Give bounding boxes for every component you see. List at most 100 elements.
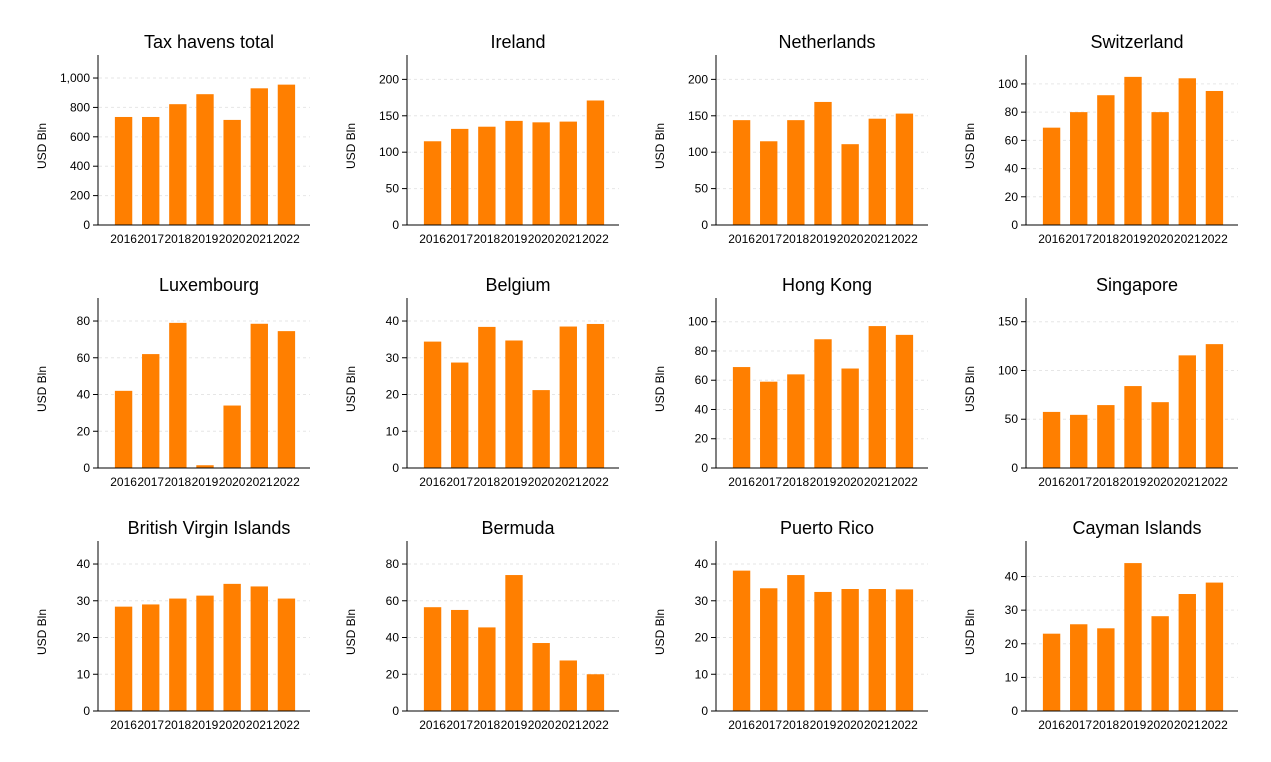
bar [1070,414,1088,468]
bar [114,390,133,468]
x-tick-label: 2019 [501,718,528,732]
x-tick-label: 2020 [837,718,864,732]
x-tick-label: 2016 [728,718,755,732]
y-tick-label: 100 [688,315,708,329]
bar [478,326,496,468]
x-tick-label: 2020 [528,718,555,732]
y-tick-label: 200 [379,72,399,86]
bar [1070,112,1088,225]
bar [732,120,751,225]
chart-title: Bermuda [481,518,555,538]
x-tick-label: 2018 [165,232,192,246]
x-tick-label: 2016 [110,475,137,489]
bar [250,88,268,225]
x-tick-label: 2016 [110,718,137,732]
chart-svg: Hong Kong USD Bln 2016 2017 2018 2019 2020 2021… [653,275,928,489]
y-tick-label: 50 [695,182,709,196]
chart-panel: Cayman Islands USD Bln 2016 2017 2018 2019 202… [928,511,1238,756]
x-tick-label: 2022 [582,475,609,489]
y-axis-label: USD Bln [35,123,49,169]
x-tick-label: 2020 [219,475,246,489]
x-tick-label: 2016 [1038,718,1065,732]
x-tick-label: 2021 [1174,475,1201,489]
bar [1124,386,1142,468]
bar [505,575,523,711]
x-tick-label: 2017 [137,718,164,732]
y-tick-label: 40 [386,314,400,328]
y-tick-label: 0 [392,704,399,718]
x-tick-label: 2019 [192,475,219,489]
y-axis-label: USD Bln [35,366,49,412]
bar [841,368,859,468]
x-tick-label: 2021 [864,232,891,246]
y-tick-label: 60 [77,351,91,365]
bar [760,381,778,468]
bar [895,334,914,468]
chart-title: British Virgin Islands [128,518,291,538]
x-tick-label: 2021 [1174,718,1201,732]
x-tick-label: 2020 [1147,232,1174,246]
x-tick-label: 2021 [246,232,273,246]
bar [277,84,296,225]
y-axis-label: USD Bln [963,366,977,412]
y-axis-label: USD Bln [344,123,358,169]
x-tick-label: 2018 [474,718,501,732]
y-tick-label: 100 [998,77,1018,91]
x-tick-label: 2020 [1147,475,1174,489]
bar [814,591,832,711]
y-tick-label: 0 [701,218,708,232]
y-tick-label: 80 [695,344,709,358]
x-tick-label: 2018 [474,232,501,246]
chart-panel: Belgium USD Bln 2016 2017 2018 2019 2020 2021 20… [309,268,619,513]
y-tick-label: 20 [77,424,91,438]
bar [1205,582,1224,711]
x-tick-label: 2021 [864,475,891,489]
y-axis-label: USD Bln [344,366,358,412]
y-tick-label: 40 [695,402,709,416]
x-tick-label: 2017 [1065,232,1092,246]
bar [1178,78,1196,226]
bar [277,331,296,468]
x-tick-label: 2019 [1120,232,1147,246]
x-tick-label: 2018 [783,475,810,489]
x-tick-label: 2017 [137,475,164,489]
x-tick-label: 2018 [474,475,501,489]
x-tick-label: 2021 [246,718,273,732]
bar [868,118,886,225]
x-tick-label: 2016 [419,718,446,732]
bar [196,595,214,711]
y-tick-label: 1,000 [60,71,90,85]
y-tick-label: 50 [386,182,400,196]
bar [1042,127,1061,225]
chart-svg: Singapore USD Bln 2016 2017 2018 2019 2020 2021… [963,275,1238,489]
x-tick-label: 2019 [810,718,837,732]
y-tick-label: 20 [77,631,91,645]
bar [423,141,442,225]
y-tick-label: 20 [386,388,400,402]
bar [532,122,550,225]
bar [250,323,268,468]
bar [760,588,778,711]
bar [196,94,214,225]
x-tick-label: 2019 [1120,475,1147,489]
chart-panel: Ireland USD Bln 2016 2017 2018 2019 2020 2021 20… [309,25,619,270]
bar [1070,624,1088,711]
x-tick-label: 2022 [582,232,609,246]
y-axis-label: USD Bln [653,366,667,412]
y-tick-label: 100 [688,145,708,159]
x-tick-label: 2016 [728,475,755,489]
x-tick-label: 2019 [810,232,837,246]
bar [423,341,442,468]
chart-panel: British Virgin Islands USD Bln 2016 2017 201… [0,511,310,756]
x-tick-label: 2022 [1201,718,1228,732]
x-tick-label: 2018 [783,232,810,246]
x-tick-label: 2020 [528,475,555,489]
x-tick-label: 2020 [219,718,246,732]
y-tick-label: 150 [379,109,399,123]
y-tick-label: 30 [695,594,709,608]
